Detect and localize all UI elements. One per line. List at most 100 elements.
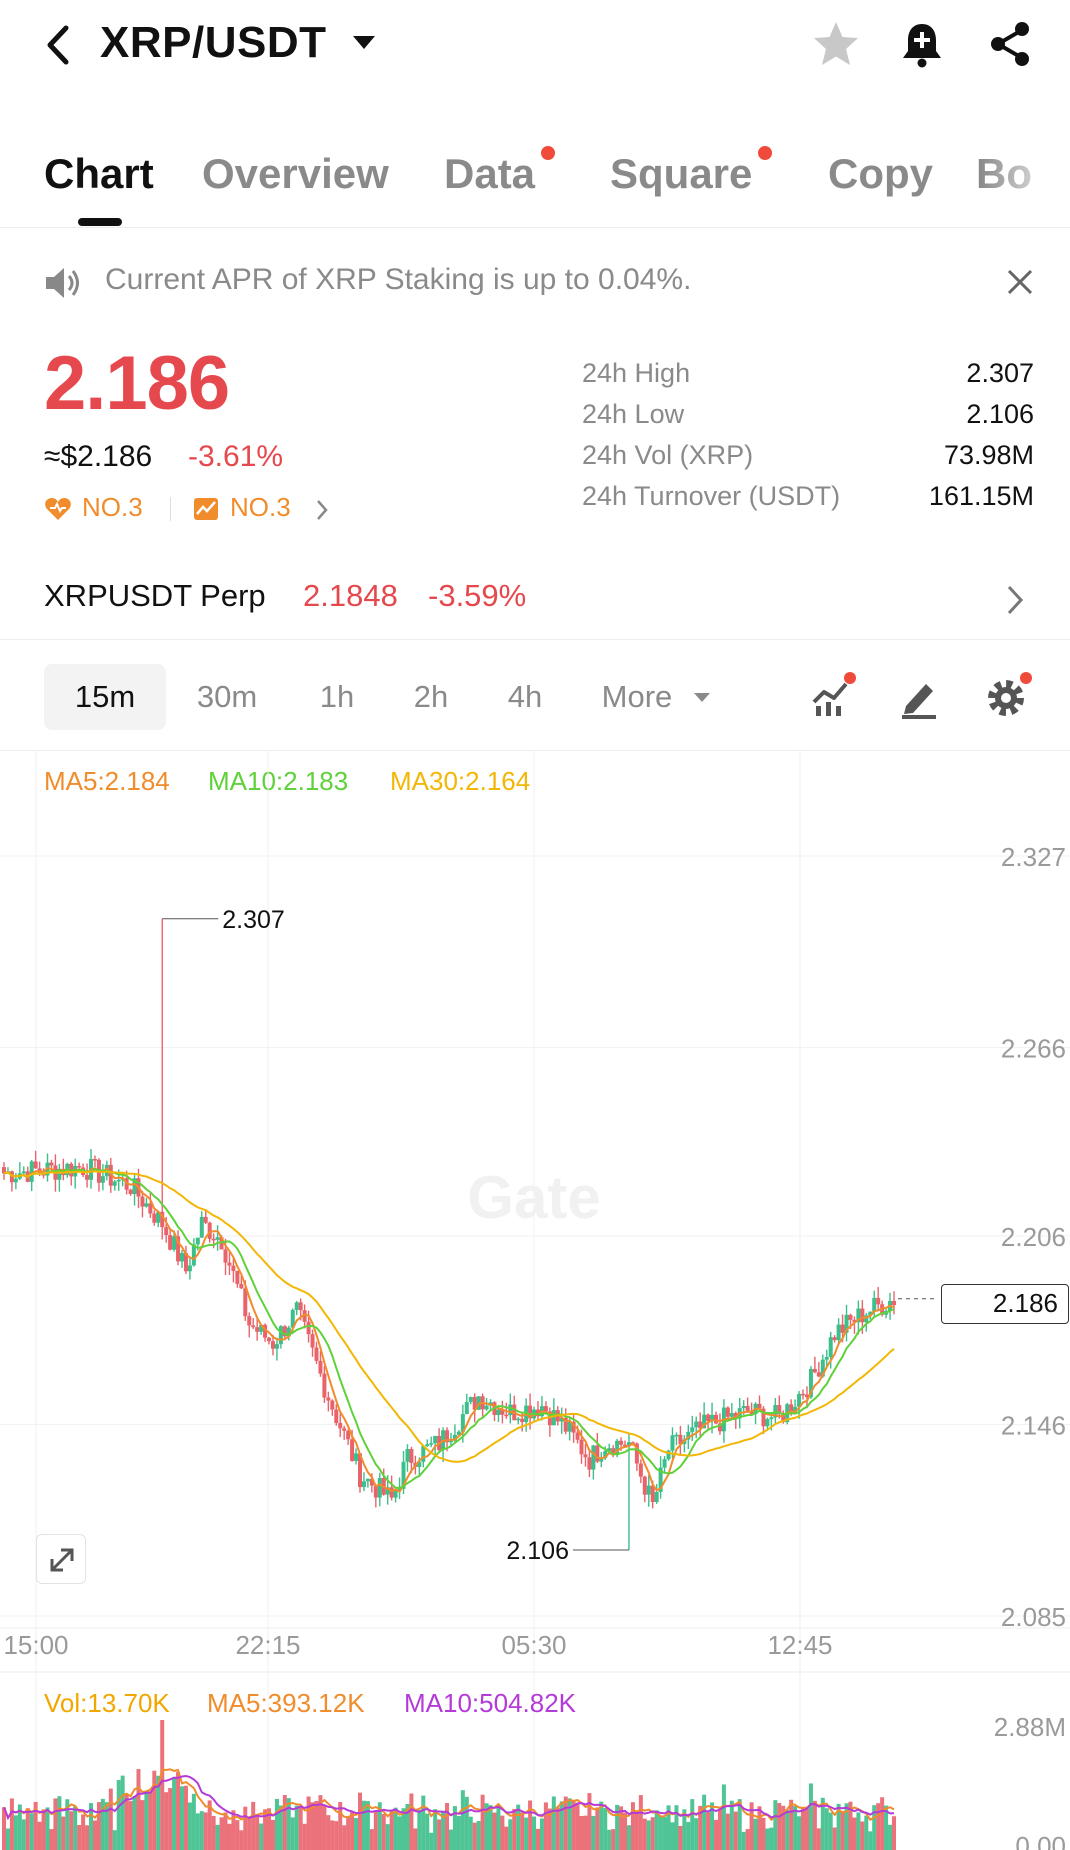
- volume-bar: [603, 1807, 608, 1850]
- timeframe-30m[interactable]: 30m: [196, 679, 258, 714]
- candle-body: [29, 1161, 34, 1182]
- candle-body: [615, 1440, 620, 1456]
- caret-down-icon[interactable]: [353, 36, 375, 49]
- volume-bar: [615, 1804, 620, 1850]
- volume-axis-label: 0.00: [1015, 1831, 1066, 1850]
- candle-body: [496, 1409, 501, 1415]
- volume-bar: [57, 1796, 62, 1850]
- price-change: -3.61%: [188, 440, 284, 473]
- volume-bar: [741, 1831, 746, 1850]
- candle-body: [172, 1236, 177, 1250]
- timeframe-more[interactable]: More: [601, 679, 673, 714]
- candle-body: [9, 1171, 14, 1183]
- volume-bar: [45, 1807, 50, 1850]
- volume-bar: [757, 1806, 762, 1850]
- candle-body: [714, 1414, 718, 1424]
- volume-bar: [286, 1798, 291, 1850]
- announcement-bar[interactable]: Current APR of XRP Staking is up to 0.04…: [0, 255, 1070, 311]
- perp-row[interactable]: XRPUSDT Perp 2.1848 -3.59%: [0, 565, 1070, 640]
- candle-body: [203, 1216, 208, 1223]
- candles: [2, 918, 896, 1551]
- candle-body: [472, 1396, 477, 1410]
- candle-body: [599, 1458, 604, 1462]
- ma30-line: [3, 1170, 895, 1463]
- candle-body: [504, 1414, 509, 1417]
- volume-bar: [555, 1807, 560, 1850]
- volume-bar: [666, 1805, 671, 1850]
- volume-bar: [425, 1813, 430, 1850]
- chevron-left-icon[interactable]: [40, 20, 80, 70]
- volume-bar: [496, 1804, 501, 1850]
- candle-body: [326, 1397, 331, 1401]
- rank-badge-popularity[interactable]: NO.3: [82, 492, 143, 522]
- tab-data[interactable]: Data: [444, 146, 556, 198]
- tab-chart[interactable]: Chart: [44, 150, 154, 197]
- y-tick-label: 2.146: [1001, 1410, 1066, 1440]
- volume-bar: [448, 1829, 453, 1850]
- volume-bar: [152, 1770, 157, 1850]
- candle-body: [460, 1414, 465, 1432]
- volume-bar: [884, 1805, 889, 1850]
- chart-area[interactable]: [0, 750, 1070, 1850]
- notification-dot: [758, 146, 773, 160]
- ma5-line: [3, 1167, 895, 1494]
- draw-pencil-icon[interactable]: [896, 672, 944, 720]
- candle-body: [789, 1404, 794, 1413]
- tab-overview[interactable]: Overview: [202, 150, 389, 197]
- volume-bar: [132, 1796, 137, 1850]
- candle-body: [528, 1405, 533, 1419]
- candle-body: [77, 1166, 82, 1168]
- bell-plus-icon[interactable]: [896, 18, 948, 70]
- indicator-icon[interactable]: [808, 672, 856, 720]
- candle-body: [164, 1227, 169, 1236]
- volume-bar: [840, 1810, 845, 1850]
- chevron-right-icon[interactable]: [314, 497, 330, 523]
- volume-bar: [100, 1798, 105, 1850]
- x-tick-label: 05:30: [501, 1630, 566, 1660]
- gear-icon[interactable]: [984, 672, 1032, 720]
- volume-bar: [203, 1812, 208, 1850]
- candle-body: [132, 1178, 137, 1195]
- volume-bar: [563, 1796, 568, 1850]
- candle-body: [698, 1421, 703, 1429]
- header: XRP/USDT: [0, 0, 1070, 90]
- volume-bar: [124, 1794, 129, 1850]
- caret-down-icon[interactable]: [694, 693, 710, 702]
- candle-body: [464, 1401, 469, 1415]
- chevron-right-icon[interactable]: [1005, 583, 1025, 617]
- candle-body: [892, 1300, 896, 1306]
- candle-body: [500, 1409, 505, 1415]
- timeframe-4h[interactable]: 4h: [507, 679, 543, 714]
- close-icon[interactable]: [1005, 267, 1035, 297]
- candle-body: [397, 1488, 402, 1491]
- pair-title[interactable]: XRP/USDT: [100, 18, 327, 67]
- candle-body: [160, 1211, 165, 1228]
- volume-bar: [25, 1808, 30, 1850]
- star-icon[interactable]: [810, 18, 862, 70]
- candle-body: [401, 1461, 406, 1489]
- volume-bar: [532, 1816, 537, 1850]
- volume-bar: [148, 1791, 153, 1850]
- last-price: 2.186: [44, 341, 230, 426]
- candlestick-chart[interactable]: Gate 2.327 2.266 2.206 2.146 2.085 15:00 22:1…: [0, 750, 1070, 1850]
- timeframe-1h[interactable]: 1h: [319, 679, 355, 714]
- candle-body: [187, 1265, 192, 1272]
- share-icon[interactable]: [984, 18, 1036, 70]
- volume-bar: [41, 1809, 46, 1850]
- candle-body: [298, 1302, 303, 1311]
- tab-copy[interactable]: Copy: [828, 150, 933, 197]
- candle-body: [57, 1168, 62, 1180]
- candle-body: [690, 1427, 695, 1432]
- rank-badge-gainers[interactable]: NO.3: [230, 492, 291, 522]
- candle-body: [354, 1453, 359, 1461]
- fullscreen-button[interactable]: [36, 1534, 86, 1584]
- timeframe-15m[interactable]: 15m: [44, 664, 166, 730]
- candle-body: [595, 1445, 600, 1462]
- volume-bar: [456, 1816, 461, 1850]
- volume-bar: [417, 1810, 422, 1850]
- candle-body: [92, 1159, 97, 1161]
- tab-square[interactable]: Square: [610, 146, 773, 198]
- candle-body: [611, 1448, 616, 1456]
- timeframe-2h[interactable]: 2h: [413, 679, 449, 714]
- y-tick-label: 2.085: [1001, 1602, 1066, 1632]
